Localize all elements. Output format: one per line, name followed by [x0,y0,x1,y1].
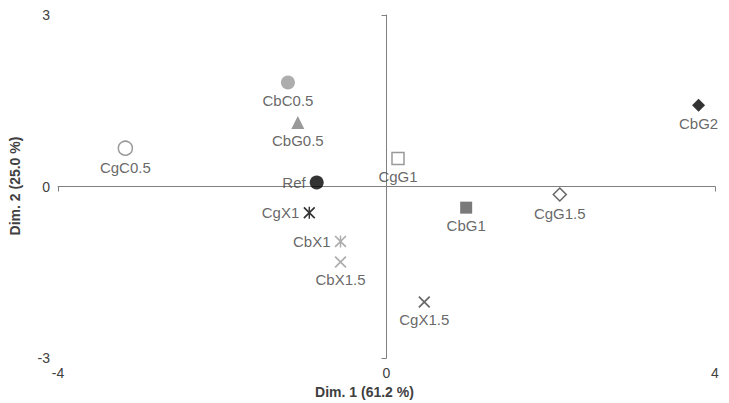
svg-text:CbG1: CbG1 [447,217,486,234]
svg-text:CbX1.5: CbX1.5 [315,271,365,288]
svg-text:Dim. 1 (61.2 %): Dim. 1 (61.2 %) [315,384,414,400]
svg-text:CbG0.5: CbG0.5 [272,132,324,149]
svg-text:0: 0 [42,179,50,195]
svg-text:CgX1: CgX1 [262,204,300,221]
svg-text:CgX1.5: CgX1.5 [399,311,449,328]
svg-text:0: 0 [383,365,391,381]
svg-text:CgG1: CgG1 [378,168,417,185]
svg-text:Ref: Ref [282,174,306,191]
svg-text:CgG1.5: CgG1.5 [534,205,586,222]
svg-text:4: 4 [711,365,719,381]
svg-text:CbX1: CbX1 [293,233,331,250]
svg-text:CbC0.5: CbC0.5 [263,92,314,109]
svg-text:CgC0.5: CgC0.5 [100,159,151,176]
svg-text:Dim. 2 (25.0 %): Dim. 2 (25.0 %) [7,137,23,236]
svg-text:-3: -3 [38,350,51,366]
svg-text:3: 3 [42,7,50,23]
svg-text:CbG2: CbG2 [679,115,718,132]
svg-text:-4: -4 [52,365,65,381]
